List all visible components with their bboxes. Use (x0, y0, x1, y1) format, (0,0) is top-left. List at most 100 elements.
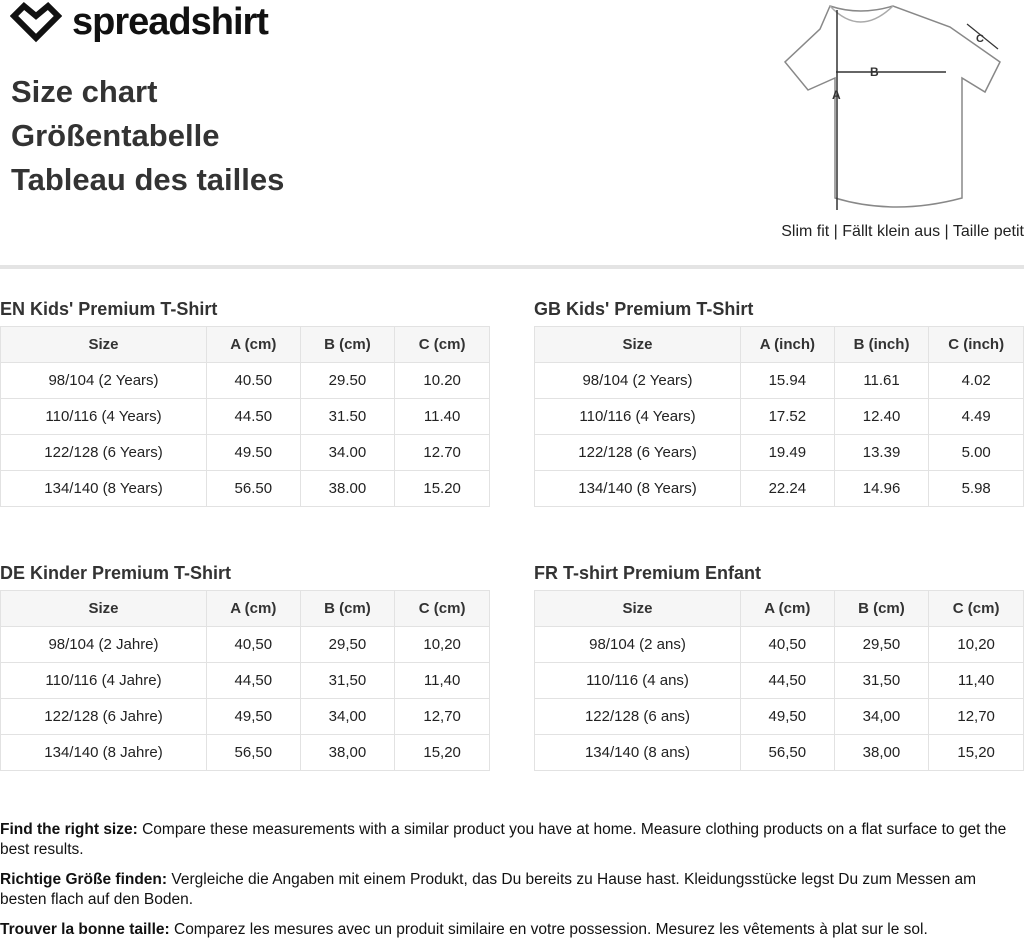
table-cell: 49,50 (206, 698, 301, 735)
footer-note-en: Find the right size: Compare these measu… (0, 820, 1024, 860)
table-cell: 4.02 (928, 362, 1024, 399)
column-header: C (inch) (928, 326, 1024, 363)
tshirt-diagram: A B C (783, 5, 1001, 210)
table-cell: 134/140 (8 ans) (534, 734, 741, 771)
table-cell: 110/116 (4 Years) (0, 398, 207, 435)
spreadshirt-logo: spreadshirt (10, 0, 269, 44)
table-cell: 110/116 (4 Years) (534, 398, 741, 435)
table-cell: 15.20 (394, 470, 490, 507)
table-row: 110/116 (4 Years) 44.50 31.50 11.40 (0, 398, 490, 435)
title-en: Size chart (11, 74, 158, 109)
table-row: 110/116 (4 ans) 44,50 31,50 11,40 (534, 662, 1024, 699)
table-cell: 10,20 (394, 626, 490, 663)
table-row: 122/128 (6 Years) 49.50 34.00 12.70 (0, 434, 490, 471)
column-header: A (cm) (740, 590, 835, 627)
table-cell: 10,20 (928, 626, 1024, 663)
table-cell: 56.50 (206, 470, 301, 507)
table-cell: 122/128 (6 Years) (0, 434, 207, 471)
size-table-fr: FR T-shirt Premium Enfant Size A (cm) B (cm… (534, 562, 1024, 771)
label-a: A (832, 88, 841, 102)
table-title: DE Kinder Premium T-Shirt (0, 563, 232, 583)
table-cell: 19.49 (740, 434, 835, 471)
table-cell: 5.00 (928, 434, 1024, 471)
table-cell: 12,70 (928, 698, 1024, 735)
size-table: Size A (cm) B (cm) C (cm) 98/104 (2 ans) 40,5… (534, 590, 1024, 771)
column-header: Size (534, 590, 741, 627)
table-row: 110/116 (4 Jahre) 44,50 31,50 11,40 (0, 662, 490, 699)
table-cell: 110/116 (4 ans) (534, 662, 741, 699)
table-cell: 38,00 (299, 734, 396, 771)
table-cell: 134/140 (8 Years) (534, 470, 741, 507)
size-table-en: EN Kids' Premium T-Shirt Size A (cm) B (cm)… (0, 298, 490, 507)
divider (0, 265, 1024, 269)
column-header: Size (534, 326, 741, 363)
table-cell: 11,40 (928, 662, 1024, 699)
table-cell: 31.50 (299, 398, 396, 435)
size-table: Size A (inch) B (inch) C (inch) 98/104 (2 Ye… (534, 326, 1024, 507)
table-cell: 11.40 (394, 398, 490, 435)
table-cell: 22.24 (740, 470, 835, 507)
column-header: Size (0, 590, 207, 627)
table-cell: 122/128 (6 ans) (534, 698, 741, 735)
table-cell: 134/140 (8 Years) (0, 470, 207, 507)
footer-label: Trouver la bonne taille: (0, 921, 170, 938)
table-header-row: Size A (inch) B (inch) C (inch) (534, 326, 1024, 363)
table-cell: 40.50 (206, 362, 301, 399)
label-c: C (976, 33, 984, 45)
table-cell: 31,50 (833, 662, 930, 699)
table-header-row: Size A (cm) B (cm) C (cm) (0, 326, 490, 363)
label-b: B (870, 65, 879, 79)
footer-note-fr: Trouver la bonne taille: Comparez les me… (0, 920, 1024, 940)
table-header-row: Size A (cm) B (cm) C (cm) (534, 590, 1024, 627)
table-row: 134/140 (8 Years) 22.24 14.96 5.98 (534, 470, 1024, 507)
table-cell: 134/140 (8 Jahre) (0, 734, 207, 771)
table-title: FR T-shirt Premium Enfant (534, 563, 762, 583)
table-cell: 34,00 (299, 698, 396, 735)
table-row: 134/140 (8 Jahre) 56,50 38,00 15,20 (0, 734, 490, 771)
table-cell: 15,20 (928, 734, 1024, 771)
table-cell: 44,50 (206, 662, 301, 699)
title-fr: Tableau des tailles (11, 162, 285, 197)
table-row: 134/140 (8 ans) 56,50 38,00 15,20 (534, 734, 1024, 771)
size-table: Size A (cm) B (cm) C (cm) 98/104 (2 Years) 40… (0, 326, 490, 507)
table-cell: 14.96 (833, 470, 930, 507)
table-cell: 29.50 (299, 362, 396, 399)
table-cell: 122/128 (6 Jahre) (0, 698, 207, 735)
title-de: Größentabelle (11, 118, 220, 153)
column-header: C (cm) (928, 590, 1024, 627)
table-cell: 15,20 (394, 734, 490, 771)
footer-label: Find the right size: (0, 821, 138, 838)
column-header: C (cm) (394, 326, 490, 363)
table-cell: 98/104 (2 Jahre) (0, 626, 207, 663)
table-cell: 12,70 (394, 698, 490, 735)
table-cell: 40,50 (206, 626, 301, 663)
table-cell: 56,50 (206, 734, 301, 771)
column-header: B (cm) (299, 590, 396, 627)
table-cell: 29,50 (299, 626, 396, 663)
size-table: Size A (cm) B (cm) C (cm) 98/104 (2 Jahre) 40… (0, 590, 490, 771)
column-header: C (cm) (394, 590, 490, 627)
table-title: EN Kids' Premium T-Shirt (0, 299, 218, 319)
table-cell: 98/104 (2 Years) (0, 362, 207, 399)
column-header: Size (0, 326, 207, 363)
table-cell: 44.50 (206, 398, 301, 435)
table-row: 98/104 (2 Jahre) 40,50 29,50 10,20 (0, 626, 490, 663)
table-row: 122/128 (6 ans) 49,50 34,00 12,70 (534, 698, 1024, 735)
column-header: B (cm) (833, 590, 930, 627)
table-cell: 40,50 (740, 626, 835, 663)
table-cell: 44,50 (740, 662, 835, 699)
table-cell: 11,40 (394, 662, 490, 699)
table-cell: 98/104 (2 ans) (534, 626, 741, 663)
table-row: 98/104 (2 Years) 40.50 29.50 10.20 (0, 362, 490, 399)
footer-text: Comparez les mesures avec un produit sim… (169, 921, 928, 938)
table-cell: 34,00 (833, 698, 930, 735)
column-header: B (cm) (299, 326, 396, 363)
fit-note: Slim fit | Fällt klein aus | Taille peti… (781, 223, 1024, 240)
table-cell: 17.52 (740, 398, 835, 435)
table-cell: 38,00 (833, 734, 930, 771)
table-cell: 10.20 (394, 362, 490, 399)
table-cell: 122/128 (6 Years) (534, 434, 741, 471)
table-cell: 12.40 (833, 398, 930, 435)
footer-label: Richtige Größe finden: (0, 871, 168, 888)
table-cell: 110/116 (4 Jahre) (0, 662, 207, 699)
